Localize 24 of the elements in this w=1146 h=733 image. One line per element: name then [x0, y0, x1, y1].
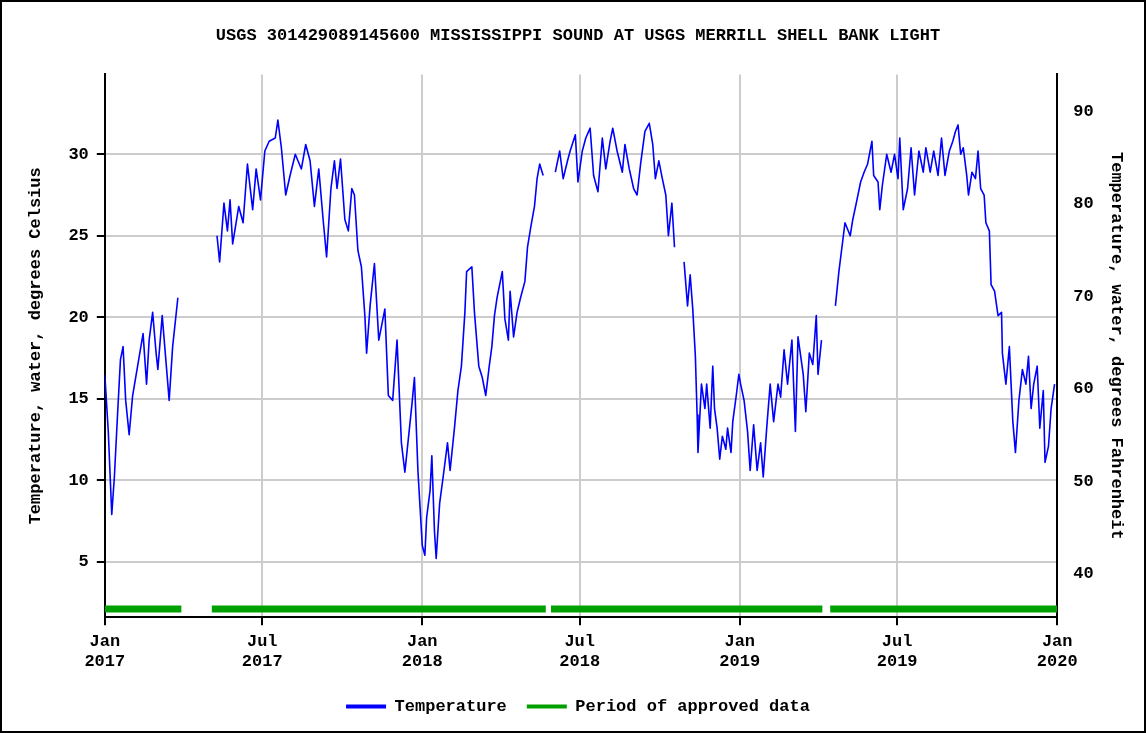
- y2-axis-title: Temperature, water, degrees Fahrenheit: [1106, 151, 1126, 540]
- y2-tick-label: 80: [1073, 194, 1094, 214]
- x-tick-label: Jul 2017: [241, 631, 283, 672]
- chart-title: USGS 301429089145600 MISSISSIPPI SOUND AT USGS MERRILL SHELL BANK LIGHT: [215, 26, 941, 46]
- y-tick-label: 25: [68, 226, 89, 246]
- y2-tick-label: 40: [1073, 564, 1094, 584]
- y-axis-title: Temperature, water, degrees Celsius: [26, 167, 46, 525]
- y2-tick-label: 70: [1073, 286, 1094, 306]
- y2-tick-label: 60: [1073, 379, 1094, 399]
- legend-label: Temperature: [394, 696, 507, 716]
- x-tick-label: Jul 2018: [559, 631, 601, 672]
- y-tick-label: 10: [68, 470, 89, 490]
- x-tick-label: Jan 2019: [719, 631, 761, 672]
- y-tick-label: 30: [68, 144, 89, 164]
- y-tick-label: 5: [78, 552, 89, 572]
- y-tick-label: 20: [68, 307, 89, 327]
- y2-tick-label: 50: [1073, 471, 1094, 491]
- x-tick-label: Jan 2018: [401, 631, 443, 672]
- x-tick-label: Jan 2017: [84, 631, 126, 672]
- y-tick-label: 15: [68, 389, 89, 409]
- x-tick-label: Jul 2019: [876, 631, 918, 672]
- legend-label: Period of approved data: [575, 696, 810, 716]
- y2-tick-label: 90: [1073, 101, 1094, 121]
- x-tick-label: Jan 2020: [1036, 631, 1078, 672]
